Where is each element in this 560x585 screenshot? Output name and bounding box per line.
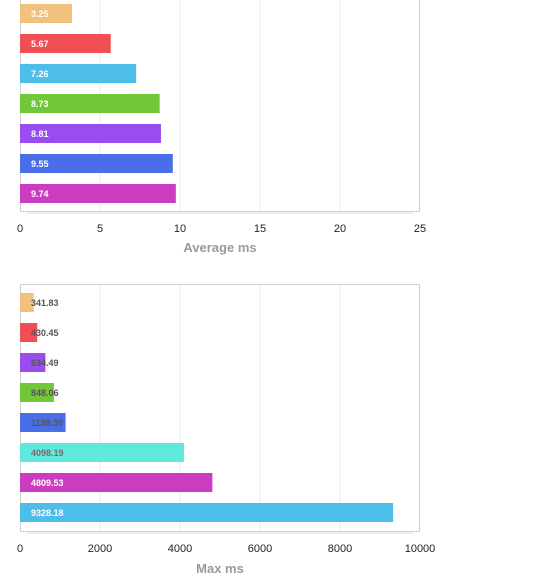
bar: [20, 184, 176, 203]
bar-value-label: 634.49: [31, 358, 59, 368]
bar-value-label: 848.06: [31, 388, 59, 398]
bar-value-label: 7.26: [31, 69, 49, 79]
bar-value-label: 4098.19: [31, 448, 64, 458]
bar-value-label: 9.55: [31, 159, 49, 169]
bar-value-label: 4809.53: [31, 478, 64, 488]
x-tick-label: 10000: [405, 543, 436, 555]
x-tick-label: 0: [17, 223, 23, 235]
plot-shadow: [26, 211, 414, 214]
bar: [20, 154, 173, 173]
x-tick-label: 20: [334, 223, 346, 235]
plot-frame: [20, 284, 420, 532]
bar-value-label: 341.83: [31, 298, 59, 308]
bar-value-label: 9.74: [31, 189, 49, 199]
bar: [20, 323, 38, 342]
bar: [20, 413, 66, 432]
x-tick-label: 15: [254, 223, 266, 235]
bar: [20, 473, 213, 492]
x-axis-title: Max ms: [196, 561, 244, 576]
x-tick-label: 4000: [168, 543, 192, 555]
bar-value-label: 3.25: [31, 9, 49, 19]
x-tick-label: 10: [174, 223, 186, 235]
bar-value-label: 5.67: [31, 39, 49, 49]
bar-value-label: 9328.18: [31, 508, 64, 518]
bar-value-label: 430.45: [31, 328, 59, 338]
x-tick-label: 2000: [88, 543, 112, 555]
x-tick-label: 8000: [328, 543, 352, 555]
bar: [20, 383, 54, 402]
bar-value-label: 8.81: [31, 129, 49, 139]
bar: [20, 94, 160, 113]
bar: [20, 64, 137, 83]
bar: [20, 124, 161, 143]
bar: [20, 443, 184, 462]
x-tick-label: 6000: [248, 543, 272, 555]
bar: [20, 293, 34, 312]
bar: [20, 4, 72, 23]
bar-value-label: 1138.30: [31, 418, 63, 428]
bar: [20, 353, 46, 372]
x-tick-label: 25: [414, 223, 426, 235]
bar-value-label: 8.73: [31, 99, 49, 109]
bar: [20, 34, 111, 53]
x-tick-label: 5: [97, 223, 103, 235]
plot-shadow: [26, 531, 414, 534]
x-axis-title: Average ms: [183, 240, 256, 255]
bar: [20, 503, 394, 522]
x-tick-label: 0: [17, 543, 23, 555]
